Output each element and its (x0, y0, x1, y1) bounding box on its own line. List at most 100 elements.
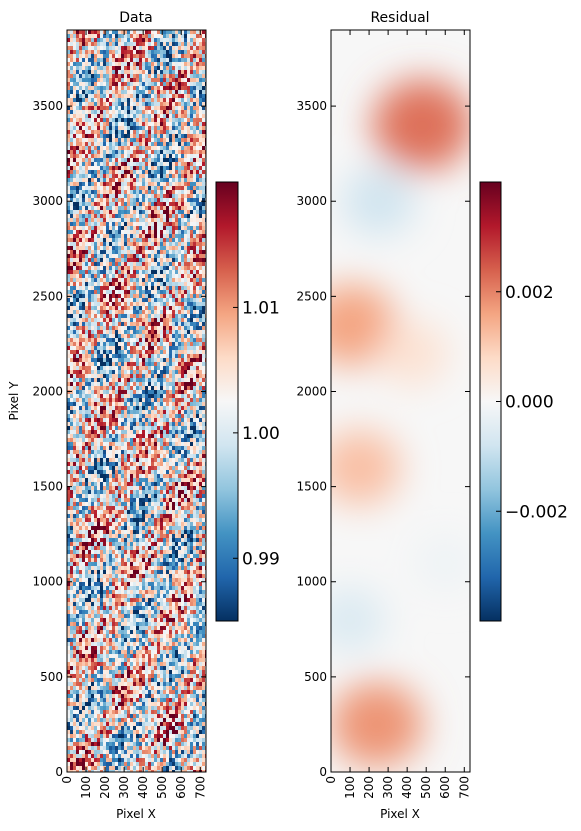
residual-ytick: 1500 (296, 480, 470, 494)
data-ylabel: Pixel Y (7, 381, 21, 421)
data-panel: Data 0 500 1000 1500 2000 2500 3000 3500 0 100 20… (7, 10, 207, 821)
data-ytick-label: 2500 (32, 289, 63, 303)
residual-ytick-label: 500 (304, 670, 327, 684)
data-xtick-label: 600 (174, 776, 188, 799)
residual-ytick-label: 2000 (296, 384, 327, 398)
residual-xtick-label: 700 (457, 776, 471, 799)
residual-xtick: 200 (362, 30, 376, 799)
residual-ytick-label: 1000 (296, 575, 327, 589)
data-xtick: 500 (155, 30, 169, 799)
residual-ytick-label: 1500 (296, 480, 327, 494)
data-axes-frame (66, 29, 207, 773)
residual-xlabel: Pixel X (380, 807, 420, 821)
data-xtick-label: 100 (79, 776, 93, 799)
residual-xtick-label: 100 (343, 776, 357, 799)
data-xlabel: Pixel X (116, 807, 156, 821)
residual-blob (341, 166, 416, 236)
residual-blob (413, 533, 470, 593)
residual-ytick-label: 0 (319, 765, 327, 779)
data-ytick: 3500 (32, 99, 206, 113)
residual-xtick-label: 0 (324, 776, 338, 784)
residual-colorbar-tick: 0.002 (496, 283, 554, 303)
residual-ytick: 0 (319, 765, 470, 779)
residual-y-axis: 0 500 1000 1500 2000 2500 3000 3500 (296, 99, 470, 779)
residual-blob (377, 320, 449, 387)
data-ytick-label: 3500 (32, 99, 63, 113)
data-colorbar-tick: 1.00 (233, 424, 280, 444)
residual-xtick-label: 600 (438, 776, 452, 799)
data-xtick-label: 0 (60, 776, 74, 784)
residual-ytick: 2500 (296, 289, 470, 303)
data-colorbar-tick-label: 1.01 (242, 298, 280, 318)
data-ytick: 1500 (32, 480, 206, 494)
residual-colorbar-tick-label: 0.002 (505, 283, 554, 303)
residual-xtick: 0 (324, 30, 338, 784)
residual-xtick: 700 (457, 30, 471, 799)
residual-colorbar-tick: 0.000 (496, 393, 554, 413)
residual-blob (331, 587, 386, 653)
data-xtick: 200 (98, 30, 112, 799)
data-colorbar-bar (215, 181, 239, 622)
data-xtick-label: 500 (155, 776, 169, 799)
data-xtick: 400 (136, 30, 150, 799)
data-ytick-label: 1500 (32, 480, 63, 494)
residual-xtick: 500 (419, 30, 433, 799)
data-xtick: 700 (193, 30, 207, 799)
residual-blob (331, 682, 423, 767)
residual-colorbar-tick-label: −0.002 (505, 502, 568, 522)
residual-colorbar-tick-label: 0.000 (505, 393, 554, 413)
residual-ytick-label: 3000 (296, 194, 327, 208)
data-colorbar-tick-label: 1.00 (242, 424, 280, 444)
data-ytick: 3000 (32, 194, 206, 208)
residual-heatmap (331, 30, 470, 772)
data-xtick-label: 700 (193, 776, 207, 799)
data-colorbar: 0.99 1.00 1.01 (215, 181, 280, 622)
residual-xtick-label: 500 (419, 776, 433, 799)
data-ytick-label: 1000 (32, 575, 63, 589)
residual-ytick: 1000 (296, 575, 470, 589)
data-ytick-label: 2000 (32, 384, 63, 398)
data-ytick: 0 (55, 765, 206, 779)
residual-colorbar-tick: −0.002 (496, 502, 568, 522)
data-y-axis: 0 500 1000 1500 2000 2500 3000 3500 (32, 99, 206, 779)
residual-xtick: 400 (400, 30, 414, 799)
residual-blob (372, 79, 470, 171)
residual-ytick: 3500 (296, 99, 470, 113)
residual-ytick: 3000 (296, 194, 470, 208)
residual-title: Residual (370, 10, 429, 26)
residual-ytick-label: 3500 (296, 99, 327, 113)
data-title: Data (119, 10, 152, 26)
data-heatmap (67, 30, 206, 772)
data-colorbar-tick-label: 0.99 (242, 549, 280, 569)
data-ytick: 1000 (32, 575, 206, 589)
residual-colorbar: −0.002 0.000 0.002 (479, 181, 568, 622)
residual-ytick-label: 2500 (296, 289, 327, 303)
data-xtick: 100 (79, 30, 93, 799)
data-ytick: 500 (40, 670, 206, 684)
residual-xtick: 300 (381, 30, 395, 799)
residual-axes-frame (330, 29, 471, 773)
residual-xtick-label: 300 (381, 776, 395, 799)
residual-x-axis: 0 100 200 300 400 500 600 700 (324, 30, 471, 799)
residual-blob (331, 430, 401, 506)
residual-ytick: 500 (304, 670, 470, 684)
data-ytick: 2500 (32, 289, 206, 303)
residual-ytick: 2000 (296, 384, 470, 398)
data-xtick-label: 400 (136, 776, 150, 799)
data-ytick-label: 0 (55, 765, 63, 779)
residual-xtick: 100 (343, 30, 357, 799)
residual-xtick-label: 400 (400, 776, 414, 799)
data-xtick-label: 300 (117, 776, 131, 799)
data-xtick-label: 200 (98, 776, 112, 799)
data-ytick-label: 500 (40, 670, 63, 684)
data-ytick: 2000 (32, 384, 206, 398)
data-ytick-label: 3000 (32, 194, 63, 208)
residual-xtick-label: 200 (362, 776, 376, 799)
data-xtick: 300 (117, 30, 131, 799)
residual-xtick: 600 (438, 30, 452, 799)
data-colorbar-tick: 0.99 (233, 549, 280, 569)
data-xtick: 0 (60, 30, 74, 784)
data-xtick: 600 (174, 30, 188, 799)
